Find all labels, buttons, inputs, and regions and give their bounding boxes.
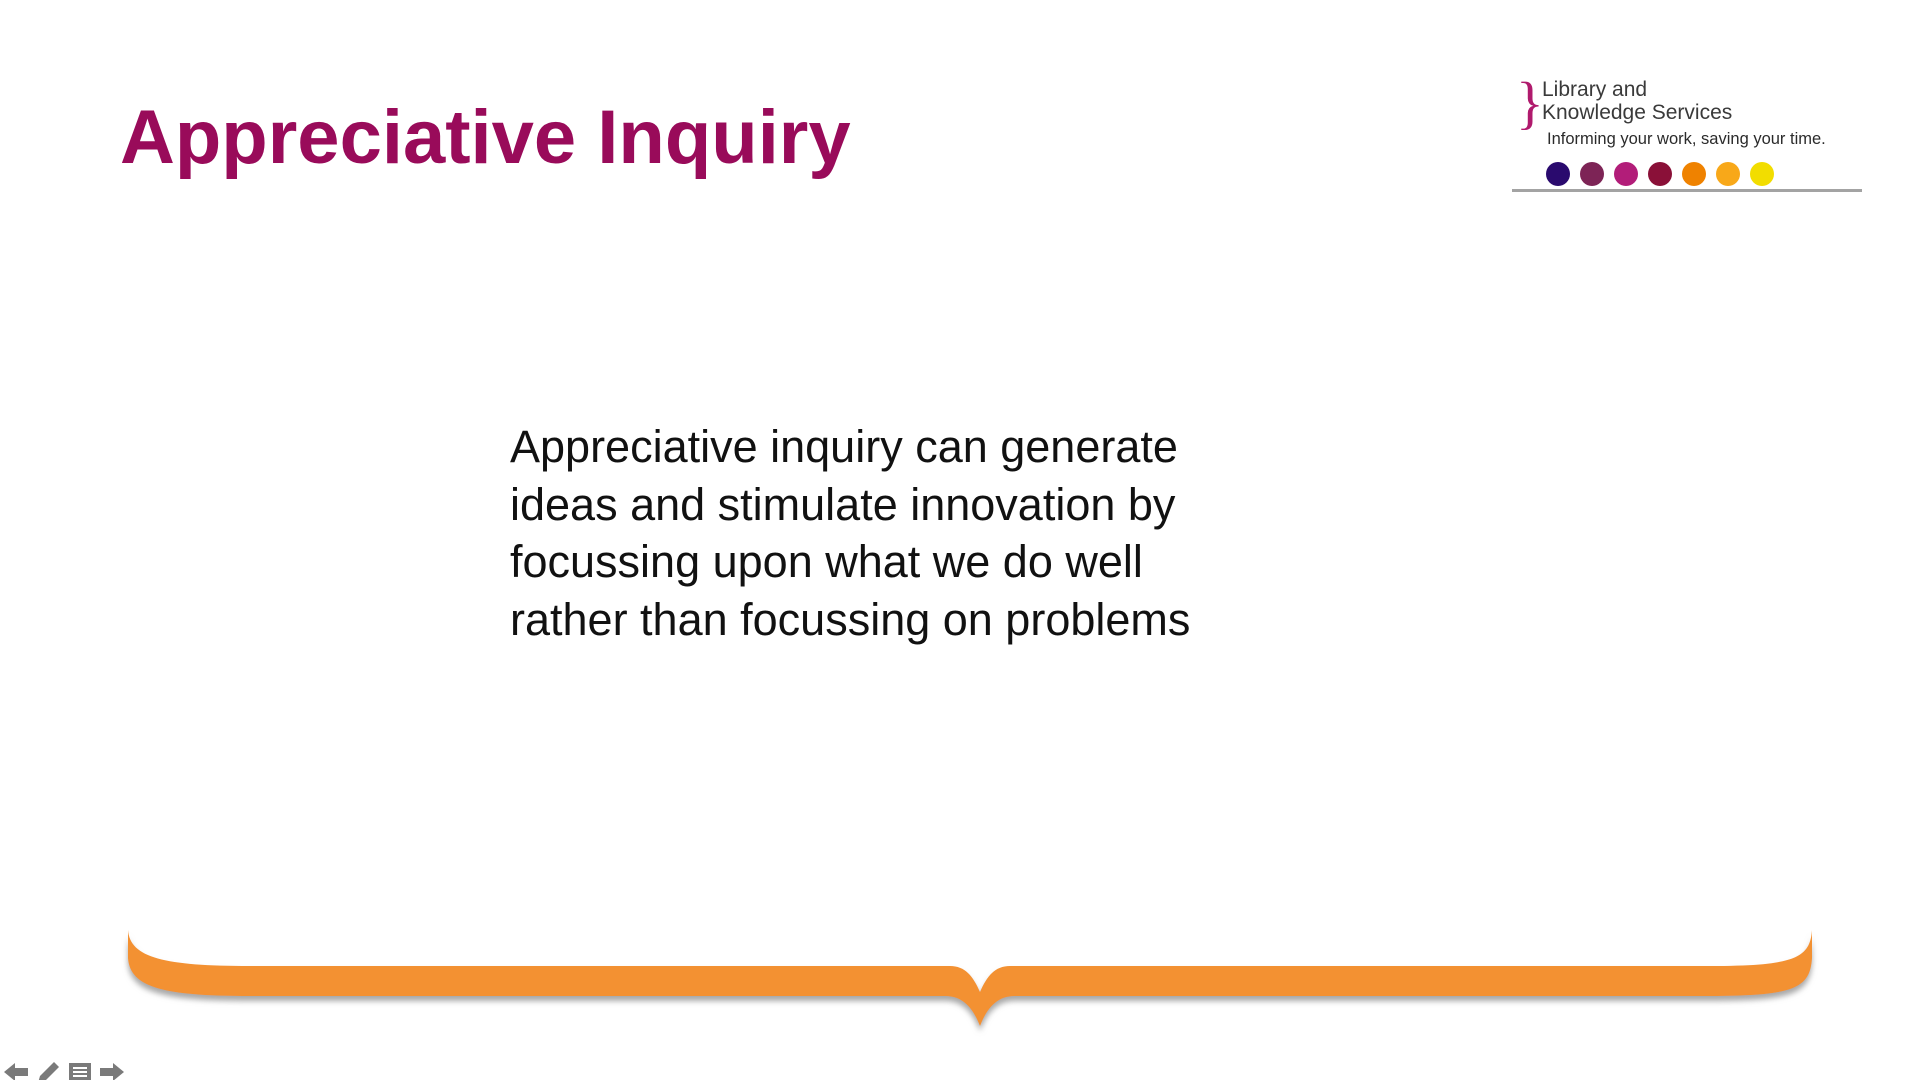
- slide-body-text: Appreciative inquiry can generate ideas …: [510, 418, 1330, 648]
- logo-dot: [1614, 162, 1638, 186]
- logo-divider: [1512, 189, 1862, 192]
- logo-name-line-1: Library and: [1542, 78, 1648, 101]
- previous-slide-button[interactable]: [2, 1060, 30, 1080]
- decorative-orange-brace: [128, 930, 1812, 1026]
- logo-dot: [1716, 162, 1740, 186]
- logo-brace-icon: }: [1516, 70, 1544, 135]
- logo-dot: [1682, 162, 1706, 186]
- pen-icon: [38, 1062, 59, 1080]
- next-slide-button[interactable]: [98, 1060, 126, 1080]
- slide-menu-button[interactable]: [66, 1060, 94, 1080]
- menu-icon: [69, 1063, 91, 1080]
- library-knowledge-services-logo: } Library and Knowledge Services Informi…: [1512, 72, 1862, 196]
- slideshow-nav-controls: [2, 1060, 126, 1080]
- slide-title: Appreciative Inquiry: [120, 95, 851, 180]
- logo-name: Library and Knowledge Services: [1542, 78, 1732, 124]
- arrow-left-icon: [4, 1063, 28, 1080]
- body-line-1: Appreciative inquiry can generate: [510, 421, 1178, 472]
- logo-dots: [1546, 162, 1774, 186]
- logo-dot: [1750, 162, 1774, 186]
- brace-shape: [128, 930, 1812, 1026]
- pen-tool-button[interactable]: [34, 1060, 62, 1080]
- logo-dot: [1546, 162, 1570, 186]
- body-line-3: focussing upon what we do well: [510, 536, 1143, 587]
- body-line-2: ideas and stimulate innovation by: [510, 478, 1176, 530]
- arrow-right-icon: [100, 1063, 124, 1080]
- logo-dot: [1580, 162, 1604, 186]
- logo-dot: [1648, 162, 1672, 186]
- body-line-4: rather than focussing on problems: [510, 593, 1191, 645]
- logo-name-line-2: Knowledge Services: [1542, 101, 1733, 124]
- logo-tagline: Informing your work, saving your time.: [1547, 130, 1826, 148]
